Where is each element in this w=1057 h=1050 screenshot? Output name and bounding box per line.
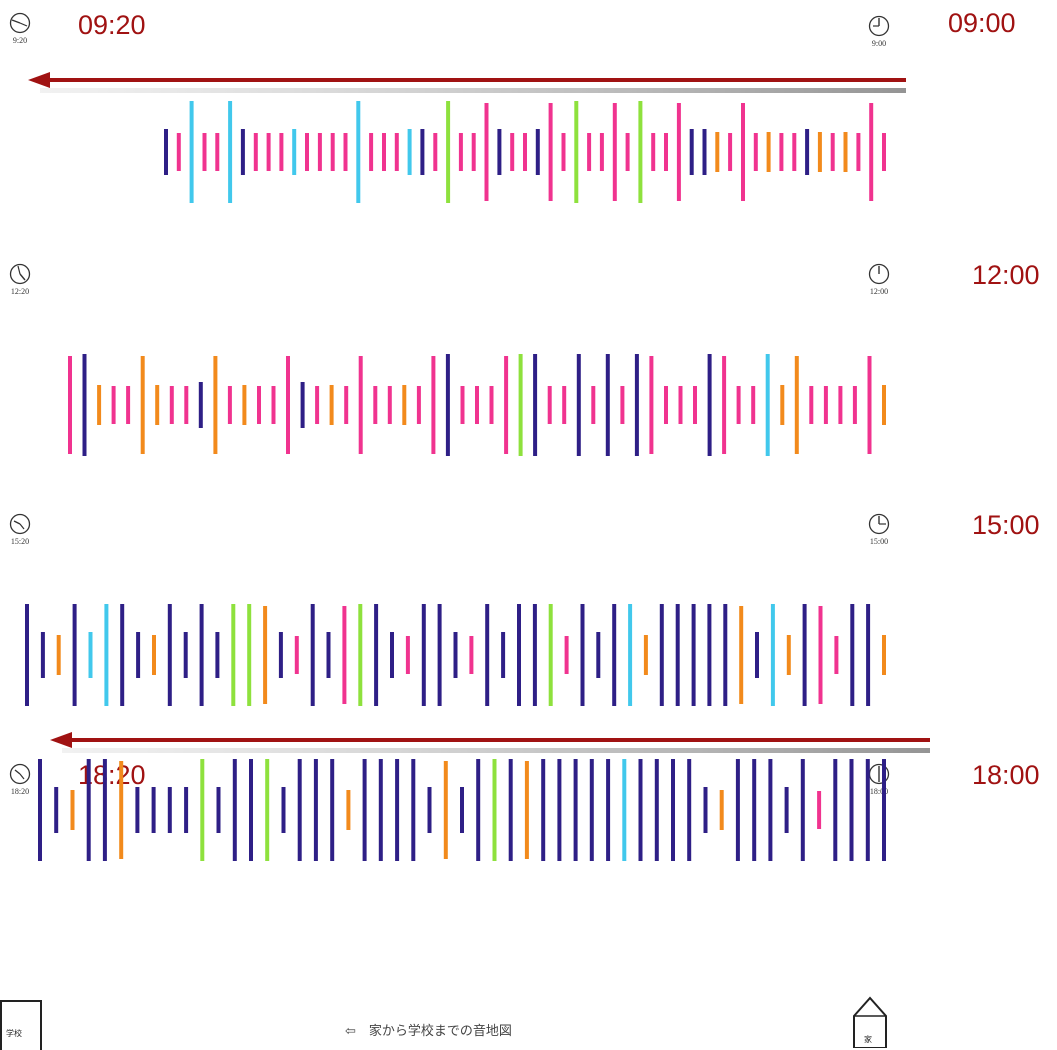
home-label: 家 bbox=[864, 1035, 872, 1044]
top-arrow bbox=[28, 72, 906, 93]
clock-icon: 18:20 bbox=[9, 763, 31, 796]
time-label-right: 09:00 bbox=[948, 8, 1016, 38]
clock-icon: 9:20 bbox=[9, 12, 31, 45]
clock-icon: 12:20 bbox=[9, 263, 31, 296]
clock-icon: 12:00 bbox=[868, 263, 890, 296]
bottom-arrow bbox=[50, 732, 930, 753]
clock-caption: 15:20 bbox=[10, 537, 30, 546]
clock-caption: 18:00 bbox=[869, 787, 889, 796]
clock-caption: 12:20 bbox=[10, 287, 30, 296]
map-caption: ⇦ 家から学校までの音地図 bbox=[345, 1024, 512, 1039]
clock-caption: 18:20 bbox=[10, 787, 30, 796]
clock-icon: 9:00 bbox=[868, 15, 890, 48]
clock-icon: 15:20 bbox=[9, 513, 31, 546]
clock-caption: 12:00 bbox=[869, 287, 889, 296]
time-label-left: 09:20 bbox=[78, 10, 146, 40]
time-label-right: 18:00 bbox=[972, 760, 1040, 790]
house-icon bbox=[853, 996, 887, 1048]
school-box: 学校 bbox=[0, 1000, 42, 1050]
clock-caption: 15:00 bbox=[869, 537, 889, 546]
clock-caption: 9:00 bbox=[871, 39, 887, 48]
clock-caption: 9:20 bbox=[12, 36, 28, 45]
school-label: 学校 bbox=[6, 1029, 22, 1038]
time-label-right: 15:00 bbox=[972, 510, 1040, 540]
clock-icon: 15:00 bbox=[868, 513, 890, 546]
time-label-right: 12:00 bbox=[972, 260, 1040, 290]
